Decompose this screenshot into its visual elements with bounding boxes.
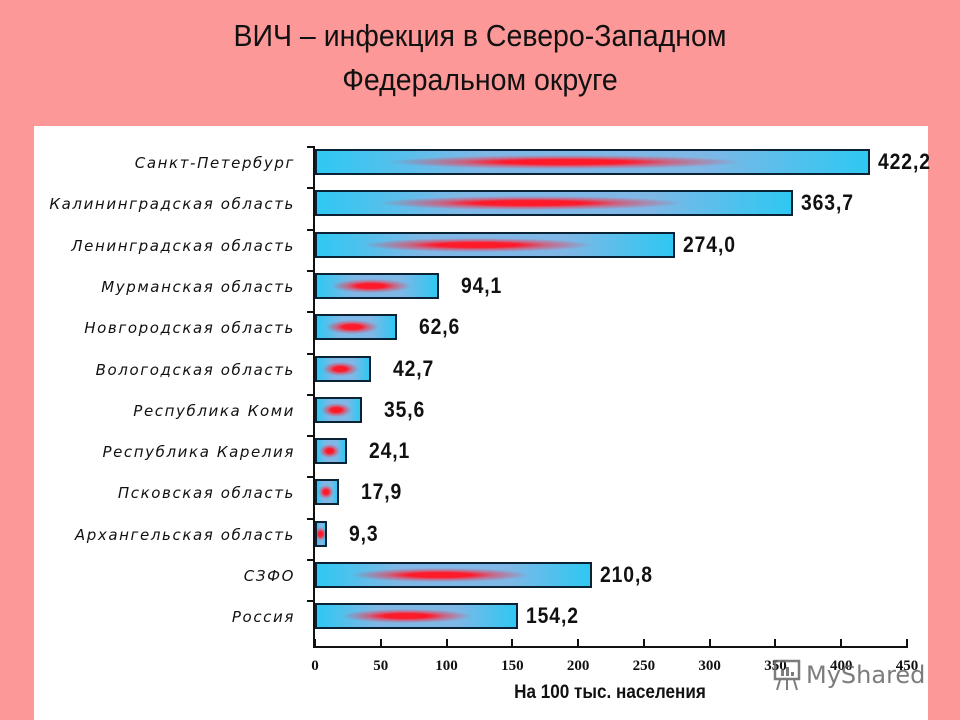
bar-highlight xyxy=(317,605,516,628)
x-axis-line xyxy=(313,645,908,648)
bar-highlight xyxy=(317,398,360,421)
value-label: 42,7 xyxy=(393,355,435,381)
title-line-1: ВИЧ – инфекция в Северо-Западном xyxy=(233,18,727,53)
x-tick xyxy=(840,638,843,648)
category-label: Ленинградская область xyxy=(71,236,295,255)
x-tick xyxy=(511,638,514,648)
category-label: Архангельская область xyxy=(74,525,295,544)
value-label: 363,7 xyxy=(801,190,855,216)
value-label: 154,2 xyxy=(525,603,579,629)
category-label: Республика Коми xyxy=(133,401,295,420)
bar xyxy=(315,149,871,175)
bar-highlight xyxy=(317,233,674,256)
y-axis-line xyxy=(313,146,315,648)
x-tick-label: 200 xyxy=(566,657,590,674)
bar-highlight xyxy=(317,357,370,380)
x-tick xyxy=(642,638,645,648)
value-label: 17,9 xyxy=(360,479,402,505)
x-tick-label: 0 xyxy=(311,657,319,674)
bar xyxy=(315,520,328,547)
x-tick xyxy=(708,638,711,648)
category-label: Псковская область xyxy=(117,484,295,503)
bar xyxy=(315,355,372,382)
bar-highlight xyxy=(317,481,337,504)
category-label: Санкт-Петербург xyxy=(134,154,295,172)
x-tick-label: 300 xyxy=(698,657,721,674)
bar xyxy=(315,562,593,588)
watermark-text: MyShared xyxy=(806,661,926,689)
value-label: 62,6 xyxy=(419,314,461,340)
bar-highlight xyxy=(317,316,396,339)
y-tick xyxy=(307,517,314,520)
bar-highlight xyxy=(317,440,345,463)
y-tick xyxy=(307,269,314,272)
y-tick xyxy=(307,393,314,396)
category-label: Калининградская область xyxy=(49,195,295,214)
bar xyxy=(315,314,398,341)
x-tick-label: 250 xyxy=(632,657,656,674)
value-label: 210,8 xyxy=(600,562,654,587)
y-tick xyxy=(307,146,314,148)
category-label: Россия xyxy=(231,608,295,627)
value-label: 35,6 xyxy=(383,396,426,422)
x-tick-label: 50 xyxy=(373,657,389,674)
bar-highlight xyxy=(317,151,869,173)
x-tick-label: 450 xyxy=(895,657,919,674)
bar xyxy=(315,603,518,630)
category-label: Республика Карелия xyxy=(102,443,295,462)
y-tick xyxy=(307,352,314,355)
bar xyxy=(315,272,439,299)
y-tick xyxy=(307,311,314,314)
presentation-board-icon xyxy=(772,658,802,692)
x-tick xyxy=(577,638,580,648)
watermark: MyShared xyxy=(772,658,925,692)
x-tick-label: 150 xyxy=(501,657,524,674)
bar-highlight xyxy=(317,192,792,215)
y-tick xyxy=(307,435,314,438)
bar-highlight xyxy=(317,274,437,297)
bar xyxy=(315,438,347,465)
y-tick xyxy=(307,228,314,231)
x-tick xyxy=(314,638,316,648)
x-tick xyxy=(774,638,777,648)
value-label: 9,3 xyxy=(349,520,379,546)
category-label: Новгородская область xyxy=(84,319,295,338)
title-line-2: Федеральном округе xyxy=(342,62,618,97)
bar xyxy=(315,396,362,423)
bar xyxy=(315,190,794,217)
bar-highlight xyxy=(317,564,591,586)
bar xyxy=(315,231,676,258)
value-label: 274,0 xyxy=(683,231,737,257)
value-label: 94,1 xyxy=(460,272,502,298)
bar-highlight xyxy=(317,522,326,545)
value-label: 24,1 xyxy=(368,438,410,464)
x-tick-label: 100 xyxy=(435,657,458,674)
x-tick xyxy=(379,638,382,648)
y-tick xyxy=(307,476,314,479)
x-tick xyxy=(445,638,448,648)
y-tick xyxy=(307,600,314,603)
x-axis-label: На 100 тыс. населения xyxy=(514,682,706,703)
y-tick xyxy=(307,187,314,190)
slide-title: ВИЧ – инфекция в Северо-Западном Федерал… xyxy=(38,14,921,102)
x-tick xyxy=(906,638,908,648)
value-label: 422,2 xyxy=(878,149,932,174)
category-label: Мурманская область xyxy=(101,277,295,296)
category-label: СЗФО xyxy=(243,567,295,585)
bar xyxy=(315,479,339,506)
y-tick xyxy=(307,559,314,561)
category-label: Вологодская область xyxy=(95,360,295,379)
x-tick-label: 400 xyxy=(829,657,853,674)
